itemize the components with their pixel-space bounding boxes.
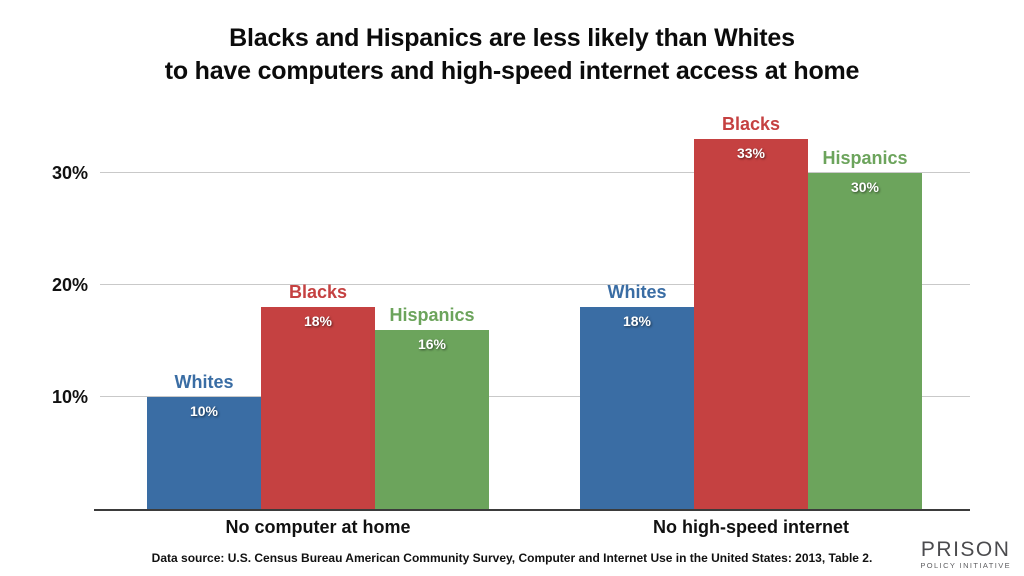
bar-blacks-group2: Blacks 33% [694,114,808,509]
plot-area: 10% 20% 30% Whites 10% Blacks 18% Hispanics 16% N… [52,114,970,537]
bar-series-label: Hispanics [822,148,908,168]
bar-series-label: Blacks [288,282,348,303]
bar-value-label: 18% [303,313,333,330]
source-note: Data source: U.S. Census Bureau American… [151,551,873,565]
bar-hispanics-group2: Hispanics 30% [808,148,922,509]
prison-policy-initiative-logo: PRISON POLICY INITIATIVE [920,538,1011,571]
bar-series-label: Blacks [721,114,781,135]
bar-whites-group1: Whites 10% [147,372,261,509]
bar-value-label: 30% [850,179,880,195]
bar-series-label: Whites [607,282,667,303]
bar-value-label: 33% [736,145,766,162]
logo-wordmark: PRISON [920,538,1011,561]
y-axis-tick-label: 30% [51,163,88,183]
gridline-20% [100,284,970,285]
bar-value-label: 10% [189,403,219,419]
gridline-10% [100,396,970,397]
chart-title: Blacks and Hispanics are less likely tha… [0,22,1024,88]
y-axis-tick-label: 10% [51,387,88,407]
x-axis-category-label: No high-speed internet [652,517,849,537]
logo-tagline: POLICY INITIATIVE [920,561,1011,570]
y-axis-tick-label: 20% [51,275,88,295]
bar-series-label: Hispanics [389,304,475,325]
x-axis-category-label: No computer at home [225,517,411,537]
bar-series-label: Whites [174,372,234,392]
bar-hispanics-group1: Hispanics 16% [375,305,489,509]
bar-value-label: 16% [417,335,447,352]
x-axis-baseline [94,509,970,511]
chart-title-line1: Blacks and Hispanics are less likely tha… [229,24,795,52]
gridline-30% [100,172,970,173]
bar-value-label: 18% [622,313,652,330]
chart-title-line2: to have computers and high-speed interne… [164,57,860,85]
bar-whites-group2: Whites 18% [580,282,694,509]
bar-blacks-group1: Blacks 18% [261,282,375,509]
